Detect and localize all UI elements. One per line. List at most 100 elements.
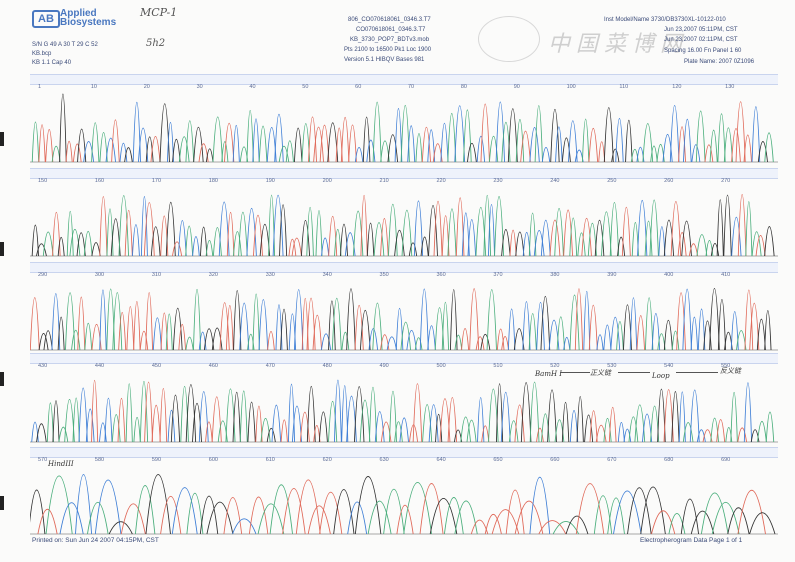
tick-label: 230 [493, 178, 503, 184]
trace-peak [199, 226, 208, 257]
trace-peak [429, 498, 458, 535]
base-call-strip-2 [30, 168, 778, 179]
trace-peak [211, 396, 222, 443]
trace-peak [151, 405, 161, 443]
trace-peak [447, 397, 458, 443]
trace-peak [83, 141, 95, 163]
trace-peak [644, 297, 654, 351]
trace-peak [233, 290, 242, 351]
tick-label: 260 [664, 178, 674, 184]
trace-peak [689, 389, 700, 443]
trace-peak [368, 387, 377, 443]
tick-label: 350 [379, 272, 389, 278]
trace-peak [703, 320, 712, 351]
trace-peak [366, 222, 375, 257]
tick-label: 90 [513, 84, 520, 90]
trace-peak [287, 384, 296, 443]
trace-peak [313, 126, 324, 163]
trace-peak [488, 203, 495, 257]
trace-peak [745, 201, 753, 257]
trace-peak [629, 297, 638, 351]
trace-peak [91, 380, 99, 443]
tick-label: 120 [672, 84, 682, 90]
trace-peak [669, 105, 680, 163]
brand-line-2: Biosystems [60, 17, 117, 28]
trace-peak [267, 330, 275, 351]
tick-label: 160 [94, 178, 105, 184]
trace-peak [172, 241, 183, 257]
trace-peak [206, 501, 234, 535]
trace-peak [76, 232, 86, 257]
trace-peak [678, 391, 686, 443]
trace-peak [688, 243, 699, 257]
trace-peak [584, 414, 594, 443]
trace-peak [145, 474, 171, 535]
trace-peak [165, 313, 173, 351]
trace-peak [306, 386, 316, 443]
trace-peak [460, 416, 471, 443]
trace-peak [52, 212, 61, 257]
trace-peak [247, 333, 255, 351]
tick-label: 640 [436, 457, 446, 463]
trace-peak [225, 305, 234, 351]
base-call-strip-3 [30, 262, 778, 273]
header-center-line-2: CO070618061_0346.3.T7 [356, 27, 426, 33]
trace-peak [449, 289, 458, 351]
header-center-line-1: 806_CO070618061_0346.3.T7 [348, 17, 431, 23]
edge-mark-4 [0, 496, 4, 510]
tick-label: 190 [265, 178, 275, 184]
trace-peak [447, 208, 457, 257]
header-center-line-5: Version 5.1 HIBQV Bases 981 [344, 57, 425, 63]
trace-peak [756, 318, 766, 351]
trace-peak [124, 147, 133, 163]
annotation-bamhi: BamH I [535, 370, 563, 378]
header-right-line-5: Plate Name: 2007 0Z1096 [684, 59, 755, 65]
trace-peak [682, 119, 692, 163]
trace-peak [755, 235, 766, 257]
trace-peak [99, 131, 108, 163]
trace-peak [347, 501, 368, 535]
trace-peak [312, 314, 323, 351]
trace-peak [42, 231, 54, 257]
trace-peak [120, 503, 146, 535]
header-left-line-1: S/N G 49 A 30 T 29 C 52 [32, 42, 98, 48]
trace-peak [744, 289, 754, 351]
trace-peak [257, 503, 285, 535]
trace-peak [389, 390, 397, 443]
tick-label: 360 [436, 272, 446, 278]
trace-peak [710, 242, 720, 257]
trace-peak [731, 217, 742, 257]
trace-peak [333, 489, 355, 535]
trace-peak [340, 116, 350, 163]
trace-peak [711, 501, 740, 535]
trace-peak [178, 136, 190, 163]
trace-peak [221, 141, 229, 163]
tick-label: 570 [38, 457, 48, 463]
trace-peak [394, 230, 405, 257]
trace-peak [238, 212, 248, 257]
trace-peak [354, 476, 382, 535]
trace-peak [380, 421, 392, 443]
trace-peak [520, 382, 532, 443]
trace-peak [341, 385, 349, 443]
trace-peak [651, 313, 661, 351]
tick-label: 610 [265, 457, 275, 463]
tick-row-2: 150 160 170 180 190 200 210 220 230 240 250 260 270 [30, 178, 778, 186]
tick-row-3: 290 300 310 320 330 340 350 360 370 380 390 400 410 [30, 272, 778, 280]
ab-logo-text: Applied Biosystems [60, 9, 117, 28]
trace-peak [280, 419, 288, 443]
trace-peak [422, 404, 433, 443]
trace-peak [709, 129, 718, 163]
trace-peak [66, 210, 74, 257]
trace-peak [348, 124, 357, 163]
trace-peak [232, 518, 257, 535]
trace-peak [463, 109, 472, 163]
trace-peak [354, 304, 364, 351]
trace-peak [372, 302, 383, 351]
trace-peak [51, 293, 61, 351]
tick-label: 400 [664, 272, 674, 278]
trace-peak [538, 520, 567, 535]
base-call-strip-1 [30, 74, 778, 85]
trace-peak [488, 136, 499, 163]
trace-peak [595, 424, 607, 443]
